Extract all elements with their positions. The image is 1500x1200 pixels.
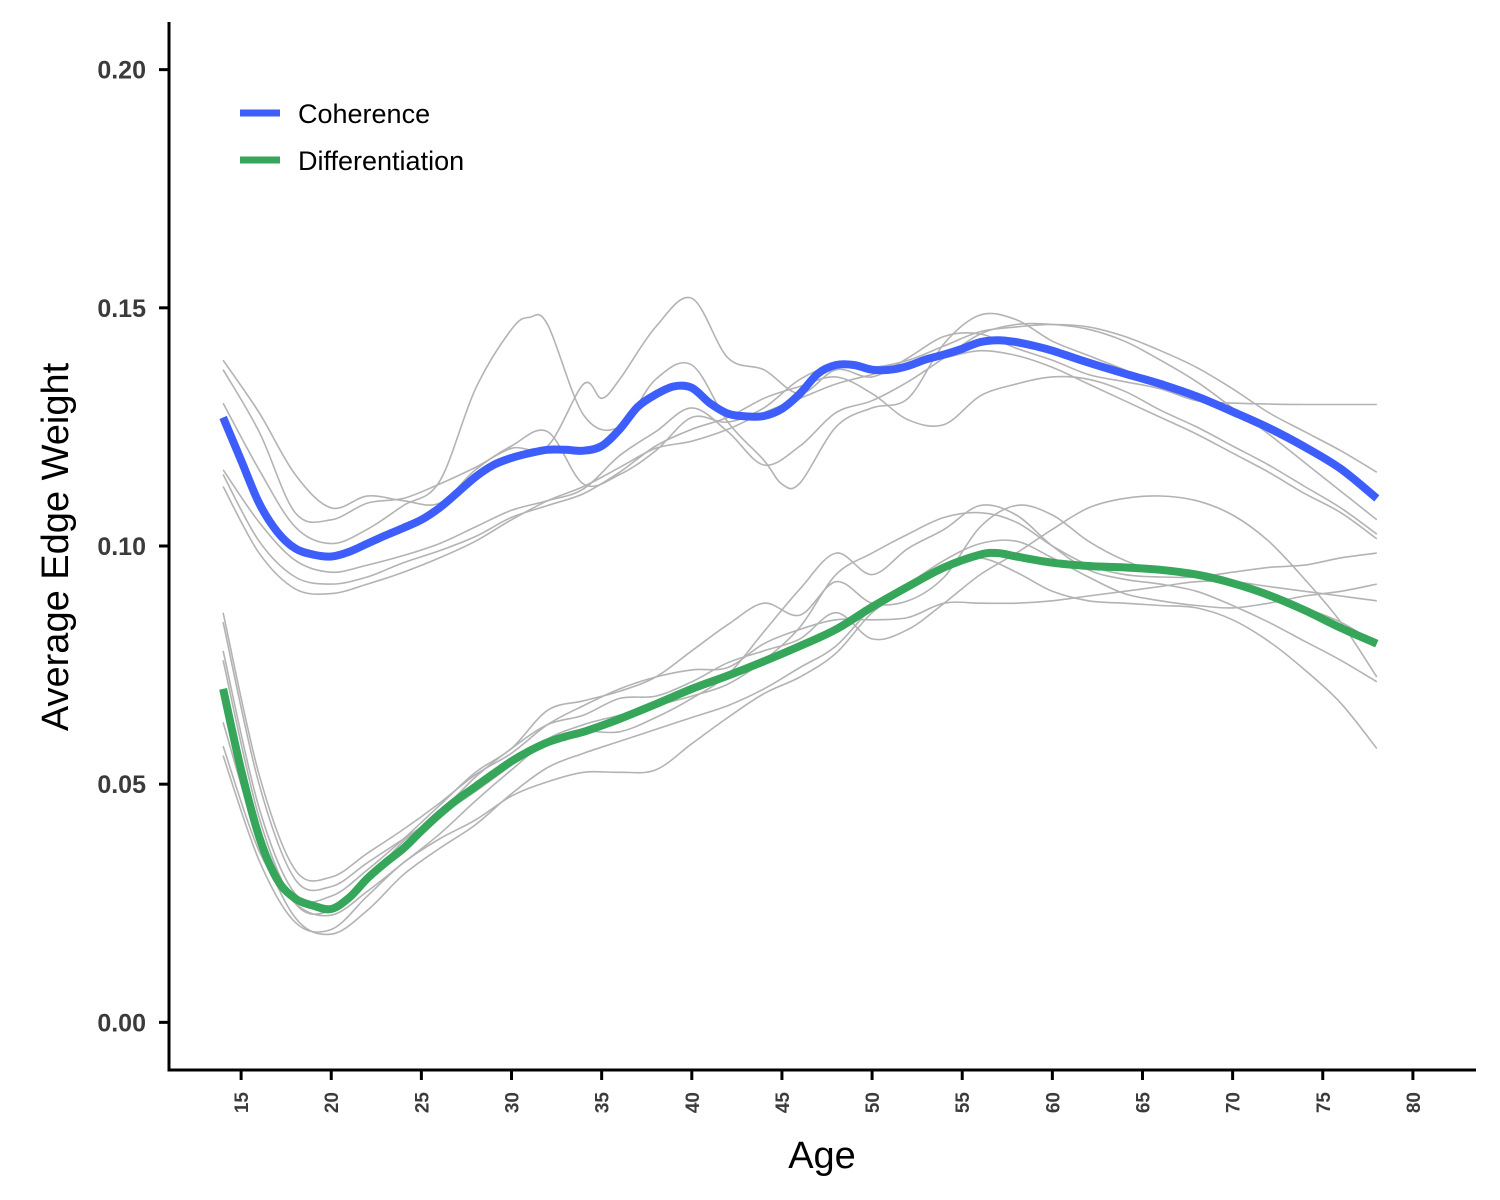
background-line <box>222 495 1378 915</box>
background-line <box>222 580 1377 882</box>
x-tick-label: 65 <box>1134 1092 1155 1114</box>
y-axis-ticks: 0.00 0.05 0.10 0.15 0.20 <box>97 57 169 1037</box>
legend: Coherence Differentiation <box>240 99 464 176</box>
coherence-line <box>219 336 1380 561</box>
legend-item-coherence: Coherence <box>240 99 430 129</box>
y-tick-label: 0.15 <box>97 295 146 323</box>
y-tick-label: 0.05 <box>97 771 146 799</box>
main-series-lines <box>219 336 1380 914</box>
x-tick-label: 45 <box>773 1092 794 1114</box>
x-tick-label: 20 <box>322 1092 343 1113</box>
x-tick-label: 35 <box>593 1092 614 1114</box>
background-line <box>222 312 1378 545</box>
background-line <box>222 375 1378 585</box>
x-axis-title: Age <box>788 1135 856 1177</box>
x-tick-label: 70 <box>1224 1092 1245 1113</box>
y-axis-title: Average Edge Weight <box>35 362 77 731</box>
x-tick-label: 30 <box>503 1092 524 1113</box>
x-tick-label: 40 <box>683 1092 704 1113</box>
differentiation-line <box>219 548 1379 914</box>
background-line <box>222 504 1378 903</box>
legend-label-coherence: Coherence <box>298 99 430 129</box>
y-tick-label: 0.10 <box>97 533 146 561</box>
background-line <box>222 511 1377 892</box>
legend-label-differentiation: Differentiation <box>298 146 464 176</box>
background-line <box>222 296 1377 524</box>
x-axis-ticks: 15 20 25 30 35 40 45 50 55 60 65 70 75 80 <box>232 1070 1425 1113</box>
background-line <box>222 539 1377 936</box>
x-tick-label: 55 <box>953 1092 974 1114</box>
x-tick-label: 60 <box>1043 1092 1064 1113</box>
y-tick-label: 0.00 <box>97 1009 146 1037</box>
x-tick-label: 50 <box>863 1092 884 1113</box>
x-tick-label: 80 <box>1404 1092 1425 1113</box>
axes: 0.00 0.05 0.10 0.15 0.20 15 20 25 30 35 40 45 50 55 6… <box>97 22 1476 1113</box>
legend-item-differentiation: Differentiation <box>240 146 464 176</box>
background-line <box>222 323 1378 510</box>
x-tick-label: 75 <box>1314 1092 1335 1114</box>
background-line <box>222 322 1378 574</box>
background-line <box>222 556 1378 933</box>
x-tick-label: 25 <box>412 1092 433 1114</box>
y-tick-label: 0.20 <box>97 57 146 85</box>
x-tick-label: 15 <box>232 1092 253 1114</box>
